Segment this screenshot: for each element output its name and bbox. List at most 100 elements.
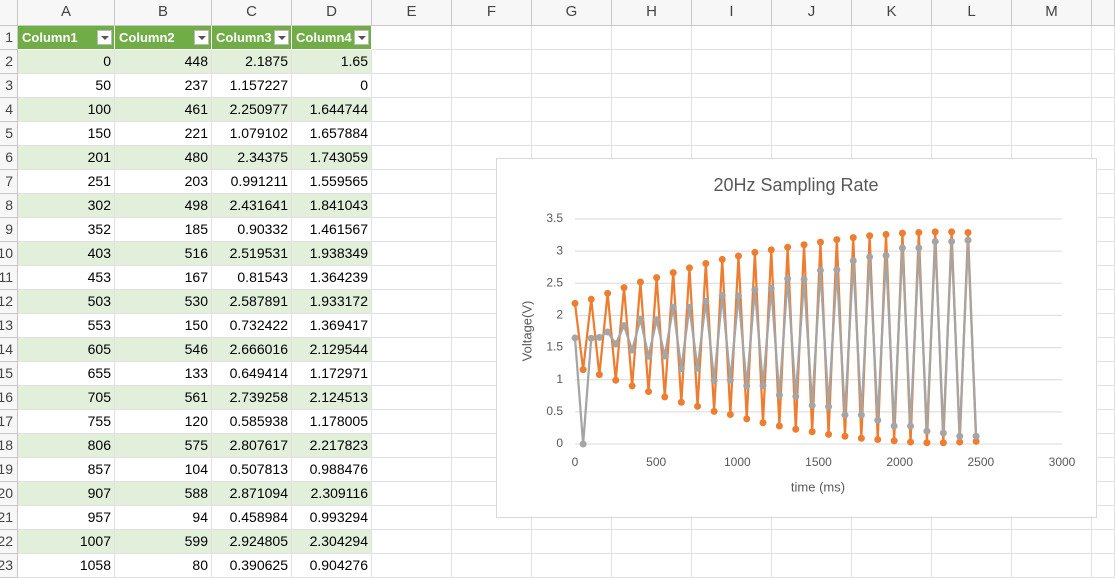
empty-cell[interactable]: [372, 98, 452, 122]
empty-cell[interactable]: [1092, 74, 1115, 98]
table-cell[interactable]: 94: [115, 506, 212, 530]
table-cell[interactable]: 0.649414: [212, 362, 292, 386]
table-cell[interactable]: 655: [18, 362, 115, 386]
table-cell[interactable]: 150: [18, 122, 115, 146]
empty-cell[interactable]: [1012, 50, 1092, 74]
row-header[interactable]: 22: [0, 530, 18, 554]
table-cell[interactable]: 133: [115, 362, 212, 386]
table-cell[interactable]: 516: [115, 242, 212, 266]
corner[interactable]: [0, 0, 18, 26]
filter-button[interactable]: [97, 30, 112, 45]
empty-cell[interactable]: [612, 74, 692, 98]
empty-cell[interactable]: [532, 122, 612, 146]
empty-cell[interactable]: [612, 26, 692, 50]
empty-cell[interactable]: [532, 98, 612, 122]
empty-cell[interactable]: [1012, 98, 1092, 122]
empty-cell[interactable]: [612, 530, 692, 554]
column-header[interactable]: B: [115, 0, 212, 26]
table-cell[interactable]: 2.587891: [212, 290, 292, 314]
table-cell[interactable]: 530: [115, 290, 212, 314]
column-header[interactable]: C: [212, 0, 292, 26]
table-cell[interactable]: 1.657884: [292, 122, 372, 146]
empty-cell[interactable]: [372, 242, 452, 266]
row-header[interactable]: 12: [0, 290, 18, 314]
row-header[interactable]: 11: [0, 266, 18, 290]
empty-cell[interactable]: [1092, 50, 1115, 74]
empty-cell[interactable]: [532, 26, 612, 50]
empty-cell[interactable]: [932, 98, 1012, 122]
table-cell[interactable]: 150: [115, 314, 212, 338]
empty-cell[interactable]: [932, 122, 1012, 146]
table-cell[interactable]: 546: [115, 338, 212, 362]
empty-cell[interactable]: [372, 218, 452, 242]
empty-cell[interactable]: [692, 506, 772, 530]
row-header[interactable]: 14: [0, 338, 18, 362]
empty-cell[interactable]: [1012, 506, 1092, 530]
empty-cell[interactable]: [1092, 98, 1115, 122]
empty-cell[interactable]: [1092, 530, 1115, 554]
table-cell[interactable]: 2.250977: [212, 98, 292, 122]
row-header[interactable]: 13: [0, 314, 18, 338]
table-cell[interactable]: 0.585938: [212, 410, 292, 434]
table-cell[interactable]: 503: [18, 290, 115, 314]
empty-cell[interactable]: [452, 506, 532, 530]
filter-button[interactable]: [354, 30, 369, 45]
table-cell[interactable]: 857: [18, 458, 115, 482]
table-cell[interactable]: 2.34375: [212, 146, 292, 170]
empty-cell[interactable]: [1012, 554, 1092, 578]
table-cell[interactable]: 1.178005: [292, 410, 372, 434]
table-cell[interactable]: 599: [115, 530, 212, 554]
empty-cell[interactable]: [452, 26, 532, 50]
empty-cell[interactable]: [372, 458, 452, 482]
row-header[interactable]: 18: [0, 434, 18, 458]
table-cell[interactable]: 2.304294: [292, 530, 372, 554]
empty-cell[interactable]: [612, 506, 692, 530]
table-cell[interactable]: 755: [18, 410, 115, 434]
column-header[interactable]: I: [692, 0, 772, 26]
empty-cell[interactable]: [852, 26, 932, 50]
empty-cell[interactable]: [372, 386, 452, 410]
row-header[interactable]: 23: [0, 554, 18, 578]
column-header[interactable]: F: [452, 0, 532, 26]
table-cell[interactable]: 2.129544: [292, 338, 372, 362]
empty-cell[interactable]: [932, 26, 1012, 50]
empty-cell[interactable]: [372, 122, 452, 146]
column-header[interactable]: L: [932, 0, 1012, 26]
column-header[interactable]: E: [372, 0, 452, 26]
empty-cell[interactable]: [772, 506, 852, 530]
empty-cell[interactable]: [772, 50, 852, 74]
table-cell[interactable]: 167: [115, 266, 212, 290]
table-cell[interactable]: 0.507813: [212, 458, 292, 482]
table-cell[interactable]: 120: [115, 410, 212, 434]
empty-cell[interactable]: [372, 50, 452, 74]
empty-cell[interactable]: [772, 26, 852, 50]
empty-cell[interactable]: [1012, 530, 1092, 554]
table-cell[interactable]: 553: [18, 314, 115, 338]
empty-cell[interactable]: [372, 410, 452, 434]
empty-cell[interactable]: [452, 122, 532, 146]
empty-cell[interactable]: [932, 74, 1012, 98]
empty-cell[interactable]: [1092, 122, 1115, 146]
table-cell[interactable]: 2.807617: [212, 434, 292, 458]
table-cell[interactable]: 1.364239: [292, 266, 372, 290]
empty-cell[interactable]: [932, 50, 1012, 74]
row-header[interactable]: 21: [0, 506, 18, 530]
empty-cell[interactable]: [932, 530, 1012, 554]
table-cell[interactable]: 461: [115, 98, 212, 122]
table-cell[interactable]: 1.933172: [292, 290, 372, 314]
table-cell[interactable]: 1.461567: [292, 218, 372, 242]
column-header[interactable]: J: [772, 0, 852, 26]
table-cell[interactable]: 185: [115, 218, 212, 242]
row-header[interactable]: 17: [0, 410, 18, 434]
row-header[interactable]: 3: [0, 74, 18, 98]
table-cell[interactable]: 2.217823: [292, 434, 372, 458]
empty-cell[interactable]: [692, 530, 772, 554]
table-cell[interactable]: 203: [115, 170, 212, 194]
empty-cell[interactable]: [932, 554, 1012, 578]
empty-cell[interactable]: [1012, 122, 1092, 146]
table-cell[interactable]: 80: [115, 554, 212, 578]
table-cell[interactable]: 0: [292, 74, 372, 98]
empty-cell[interactable]: [372, 362, 452, 386]
table-cell[interactable]: 0.458984: [212, 506, 292, 530]
table-cell[interactable]: 2.1875: [212, 50, 292, 74]
